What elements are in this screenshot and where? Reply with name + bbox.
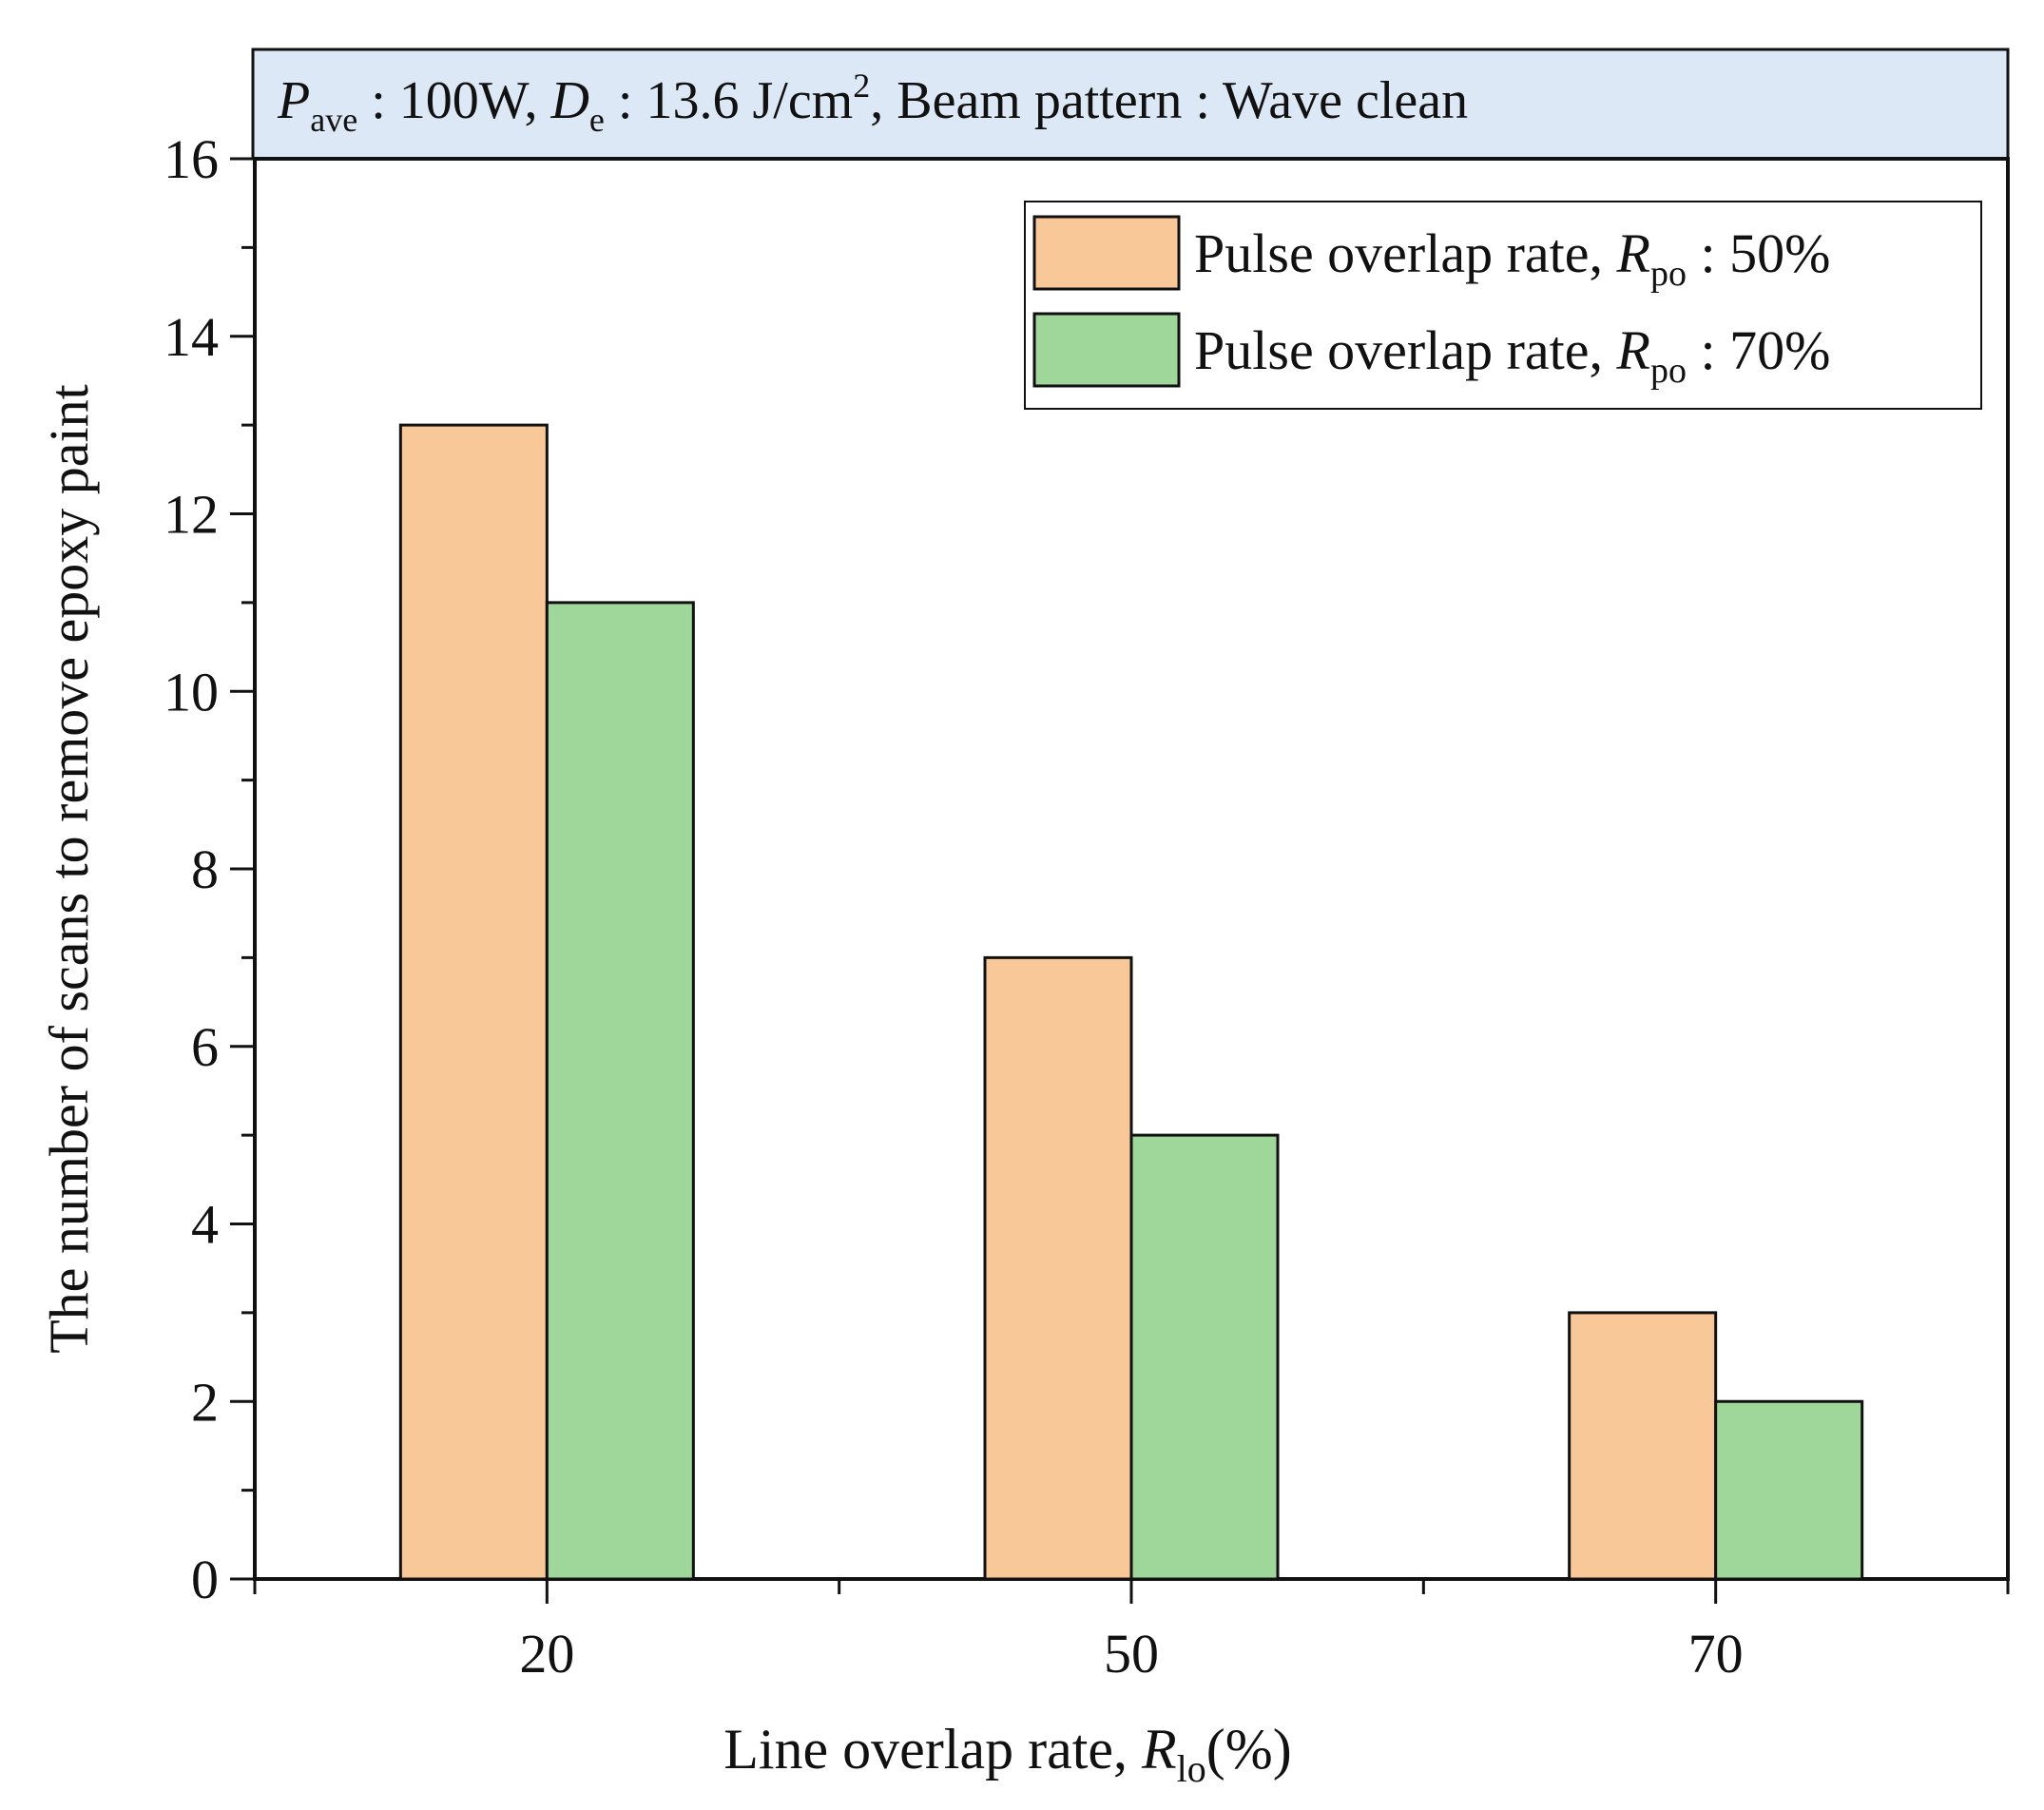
legend-label-70-subscript: po (1650, 351, 1687, 391)
y-tick-label-0: 0 (191, 1549, 219, 1610)
legend-box (1024, 201, 1982, 410)
header-p-symbol: P (277, 71, 310, 130)
header-density-value: : 13.6 J/cm (605, 71, 853, 130)
y-tick-label-8: 8 (191, 838, 219, 900)
bars-group (398, 423, 1864, 1581)
legend: Pulse overlap rate, Rpo : 50% Pulse over… (1024, 201, 1982, 410)
header-d-subscript: e (589, 101, 605, 139)
chart-header-text: Pave : 100W, De : 13.6 J/cm2, Beam patte… (277, 67, 1468, 139)
bar-50-series-2 (1129, 1133, 1280, 1581)
x-tick-label-20: 20 (519, 1623, 574, 1685)
bar-50-series-1 (983, 955, 1133, 1581)
legend-label-50-suffix: : 50% (1687, 222, 1830, 284)
legend-label-50-symbol: R (1616, 222, 1650, 284)
header-p-subscript: ave (310, 101, 357, 139)
header-beam-pattern: , Beam pattern : Wave clean (870, 71, 1468, 130)
x-axis-label-subscript: lo (1177, 1747, 1206, 1790)
legend-label-70: Pulse overlap rate, Rpo : 70% (1194, 319, 1830, 391)
x-axis-label-prefix: Line overlap rate, (723, 1718, 1142, 1781)
y-tick-label-16: 16 (164, 128, 219, 190)
legend-label-50-subscript: po (1650, 254, 1687, 294)
bar-20-series-2 (545, 601, 695, 1581)
header-d-symbol: D (550, 71, 588, 130)
y-tick-label-14: 14 (164, 306, 219, 368)
legend-swatch-50 (1032, 215, 1181, 291)
y-axis: 0 2 4 6 8 10 12 14 16 (164, 128, 255, 1610)
legend-label-70-suffix: : 70% (1687, 319, 1830, 381)
legend-swatch-70 (1032, 312, 1181, 388)
x-axis-label-unit: (%) (1206, 1718, 1292, 1781)
y-tick-label-4: 4 (191, 1194, 219, 1256)
chart-header-box (251, 48, 2010, 161)
x-tick-label-70: 70 (1688, 1623, 1744, 1685)
y-tick-label-10: 10 (164, 661, 219, 722)
bar-20-series-1 (398, 423, 549, 1581)
header-d-superscript: 2 (853, 67, 870, 105)
y-tick-label-2: 2 (191, 1371, 219, 1433)
x-axis: 20 50 70 (253, 1579, 2010, 1685)
y-tick-label-6: 6 (191, 1016, 219, 1078)
legend-label-70-symbol: R (1616, 319, 1650, 381)
x-axis-label-symbol: R (1141, 1718, 1177, 1781)
y-tick-label-12: 12 (164, 484, 219, 546)
legend-label-70-prefix: Pulse overlap rate, (1194, 319, 1617, 381)
bar-70-series-1 (1568, 1311, 1718, 1581)
y-axis-label: The number of scans to remove epoxy pain… (38, 384, 100, 1354)
legend-label-50: Pulse overlap rate, Rpo : 50% (1194, 222, 1830, 294)
header-power-value: : 100W, (357, 71, 550, 130)
x-tick-label-50: 50 (1104, 1623, 1159, 1685)
bar-70-series-2 (1714, 1399, 1864, 1581)
legend-label-50-prefix: Pulse overlap rate, (1194, 222, 1617, 284)
x-axis-label: Line overlap rate, Rlo(%) (723, 1718, 1292, 1790)
